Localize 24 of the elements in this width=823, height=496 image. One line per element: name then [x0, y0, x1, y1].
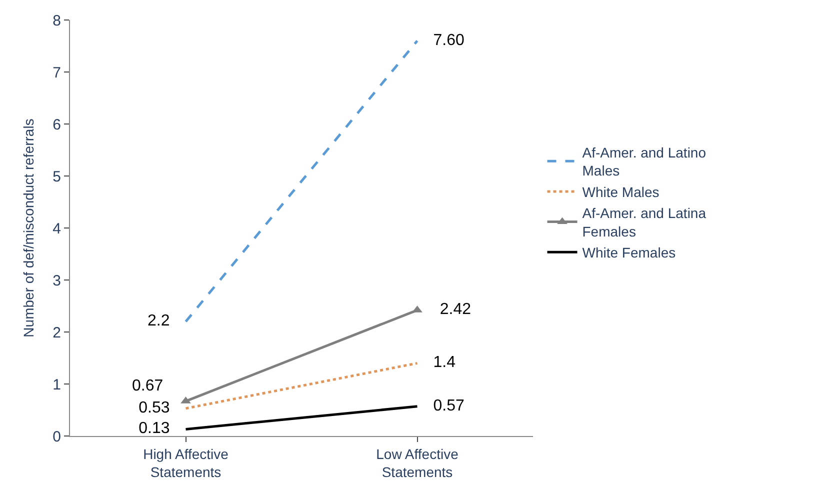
data-label: 2.42 — [424, 301, 488, 318]
y-tick-label: 6 — [52, 116, 61, 134]
legend-label: Af-Amer. and Latino Males — [582, 144, 706, 179]
data-label: 2.2 — [132, 312, 186, 330]
y-tick-label: 8 — [52, 12, 61, 30]
data-label: 0.13 — [122, 420, 186, 438]
y-tick-label: 7 — [52, 64, 61, 82]
data-label: 0.57 — [417, 397, 480, 414]
y-tick-label: 2 — [52, 324, 61, 342]
y-tick-label: 3 — [52, 272, 61, 290]
y-tick-label: 5 — [52, 168, 61, 186]
x-tick-label: High Affective Statements — [143, 446, 229, 480]
x-tick-label: Low Affective Statements — [376, 446, 459, 480]
y-axis-title: Number of def/misconduct referrals — [20, 118, 36, 338]
data-label: 0.53 — [122, 399, 186, 416]
data-label: 0.67 — [116, 378, 180, 395]
legend-label: Af-Amer. and Latina Females — [582, 205, 706, 240]
data-label: 1.4 — [417, 354, 472, 372]
y-tick-label: 1 — [52, 376, 61, 394]
legend-label: White Males — [582, 184, 660, 200]
y-tick-label: 4 — [52, 220, 61, 238]
y-tick-label: 0 — [52, 428, 61, 446]
data-label: 7.60 — [417, 32, 480, 49]
legend-label: White Females — [582, 244, 676, 261]
